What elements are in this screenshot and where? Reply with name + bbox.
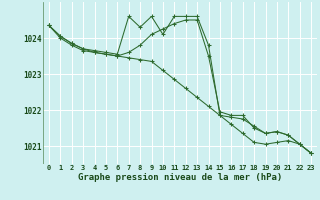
X-axis label: Graphe pression niveau de la mer (hPa): Graphe pression niveau de la mer (hPa) xyxy=(78,173,282,182)
